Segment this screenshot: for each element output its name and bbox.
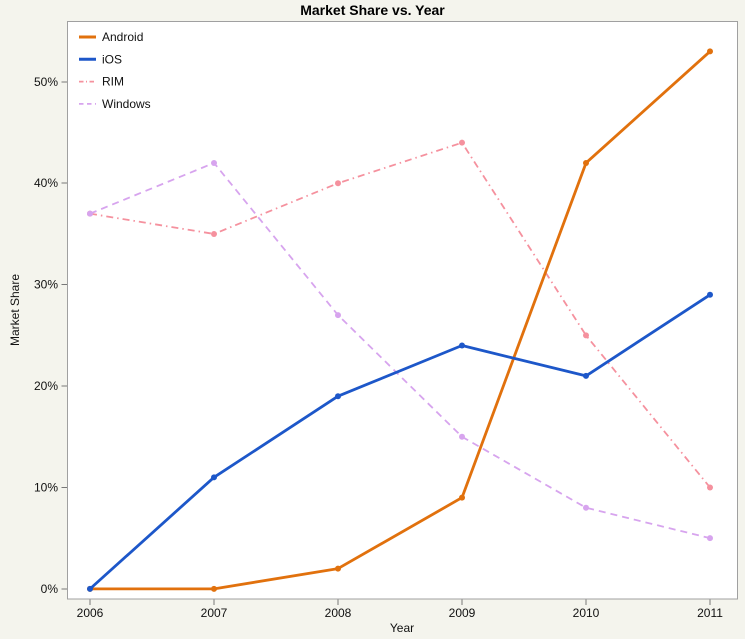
- series-line-rim: [89, 141, 711, 489]
- series-line-android: [88, 50, 712, 591]
- data-point-ios: [583, 372, 589, 379]
- data-point-windows: [583, 504, 589, 511]
- data-point-ios: [211, 474, 217, 481]
- data-point-windows: [707, 535, 713, 542]
- legend-label-rim: RIM: [102, 75, 124, 89]
- series-line-windows: [89, 162, 711, 540]
- data-point-ios: [335, 393, 341, 400]
- legend-label-android: Android: [102, 30, 143, 44]
- data-point-android: [583, 159, 589, 166]
- y-tick-label: 40%: [34, 176, 58, 190]
- data-point-windows: [335, 312, 341, 319]
- y-tick-label: 30%: [34, 278, 58, 292]
- x-axis-label: Year: [389, 621, 415, 635]
- data-point-ios: [87, 585, 93, 592]
- data-point-rim: [583, 332, 589, 339]
- data-point-windows: [211, 159, 217, 166]
- legend-label-ios: iOS: [102, 52, 122, 66]
- data-point-rim: [211, 230, 217, 237]
- x-tick-label: 2007: [201, 606, 228, 620]
- data-point-android: [707, 48, 713, 55]
- x-tick-label: 2011: [697, 606, 723, 620]
- x-tick-label: 2008: [325, 606, 352, 620]
- data-point-ios: [459, 342, 465, 349]
- series-line-ios: [88, 293, 712, 591]
- data-point-windows: [87, 210, 93, 217]
- y-tick-label: 50%: [34, 75, 58, 89]
- data-point-rim: [335, 180, 341, 187]
- data-point-rim: [707, 484, 713, 491]
- data-point-ios: [707, 291, 713, 298]
- x-tick-label: 2009: [449, 606, 476, 620]
- y-tick-label: 10%: [34, 480, 58, 494]
- chart-title: Market Share vs. Year: [300, 2, 445, 18]
- x-tick-label: 2006: [77, 606, 104, 620]
- y-tick-label: 20%: [34, 379, 58, 393]
- y-tick-label: 0%: [41, 582, 59, 596]
- x-tick-label: 2010: [573, 606, 600, 620]
- data-point-android: [459, 494, 465, 501]
- data-point-android: [211, 585, 217, 592]
- legend-label-windows: Windows: [102, 97, 151, 111]
- plot-frame: [67, 21, 738, 600]
- data-point-windows: [459, 433, 465, 440]
- data-point-android: [335, 565, 341, 572]
- data-point-rim: [459, 139, 465, 146]
